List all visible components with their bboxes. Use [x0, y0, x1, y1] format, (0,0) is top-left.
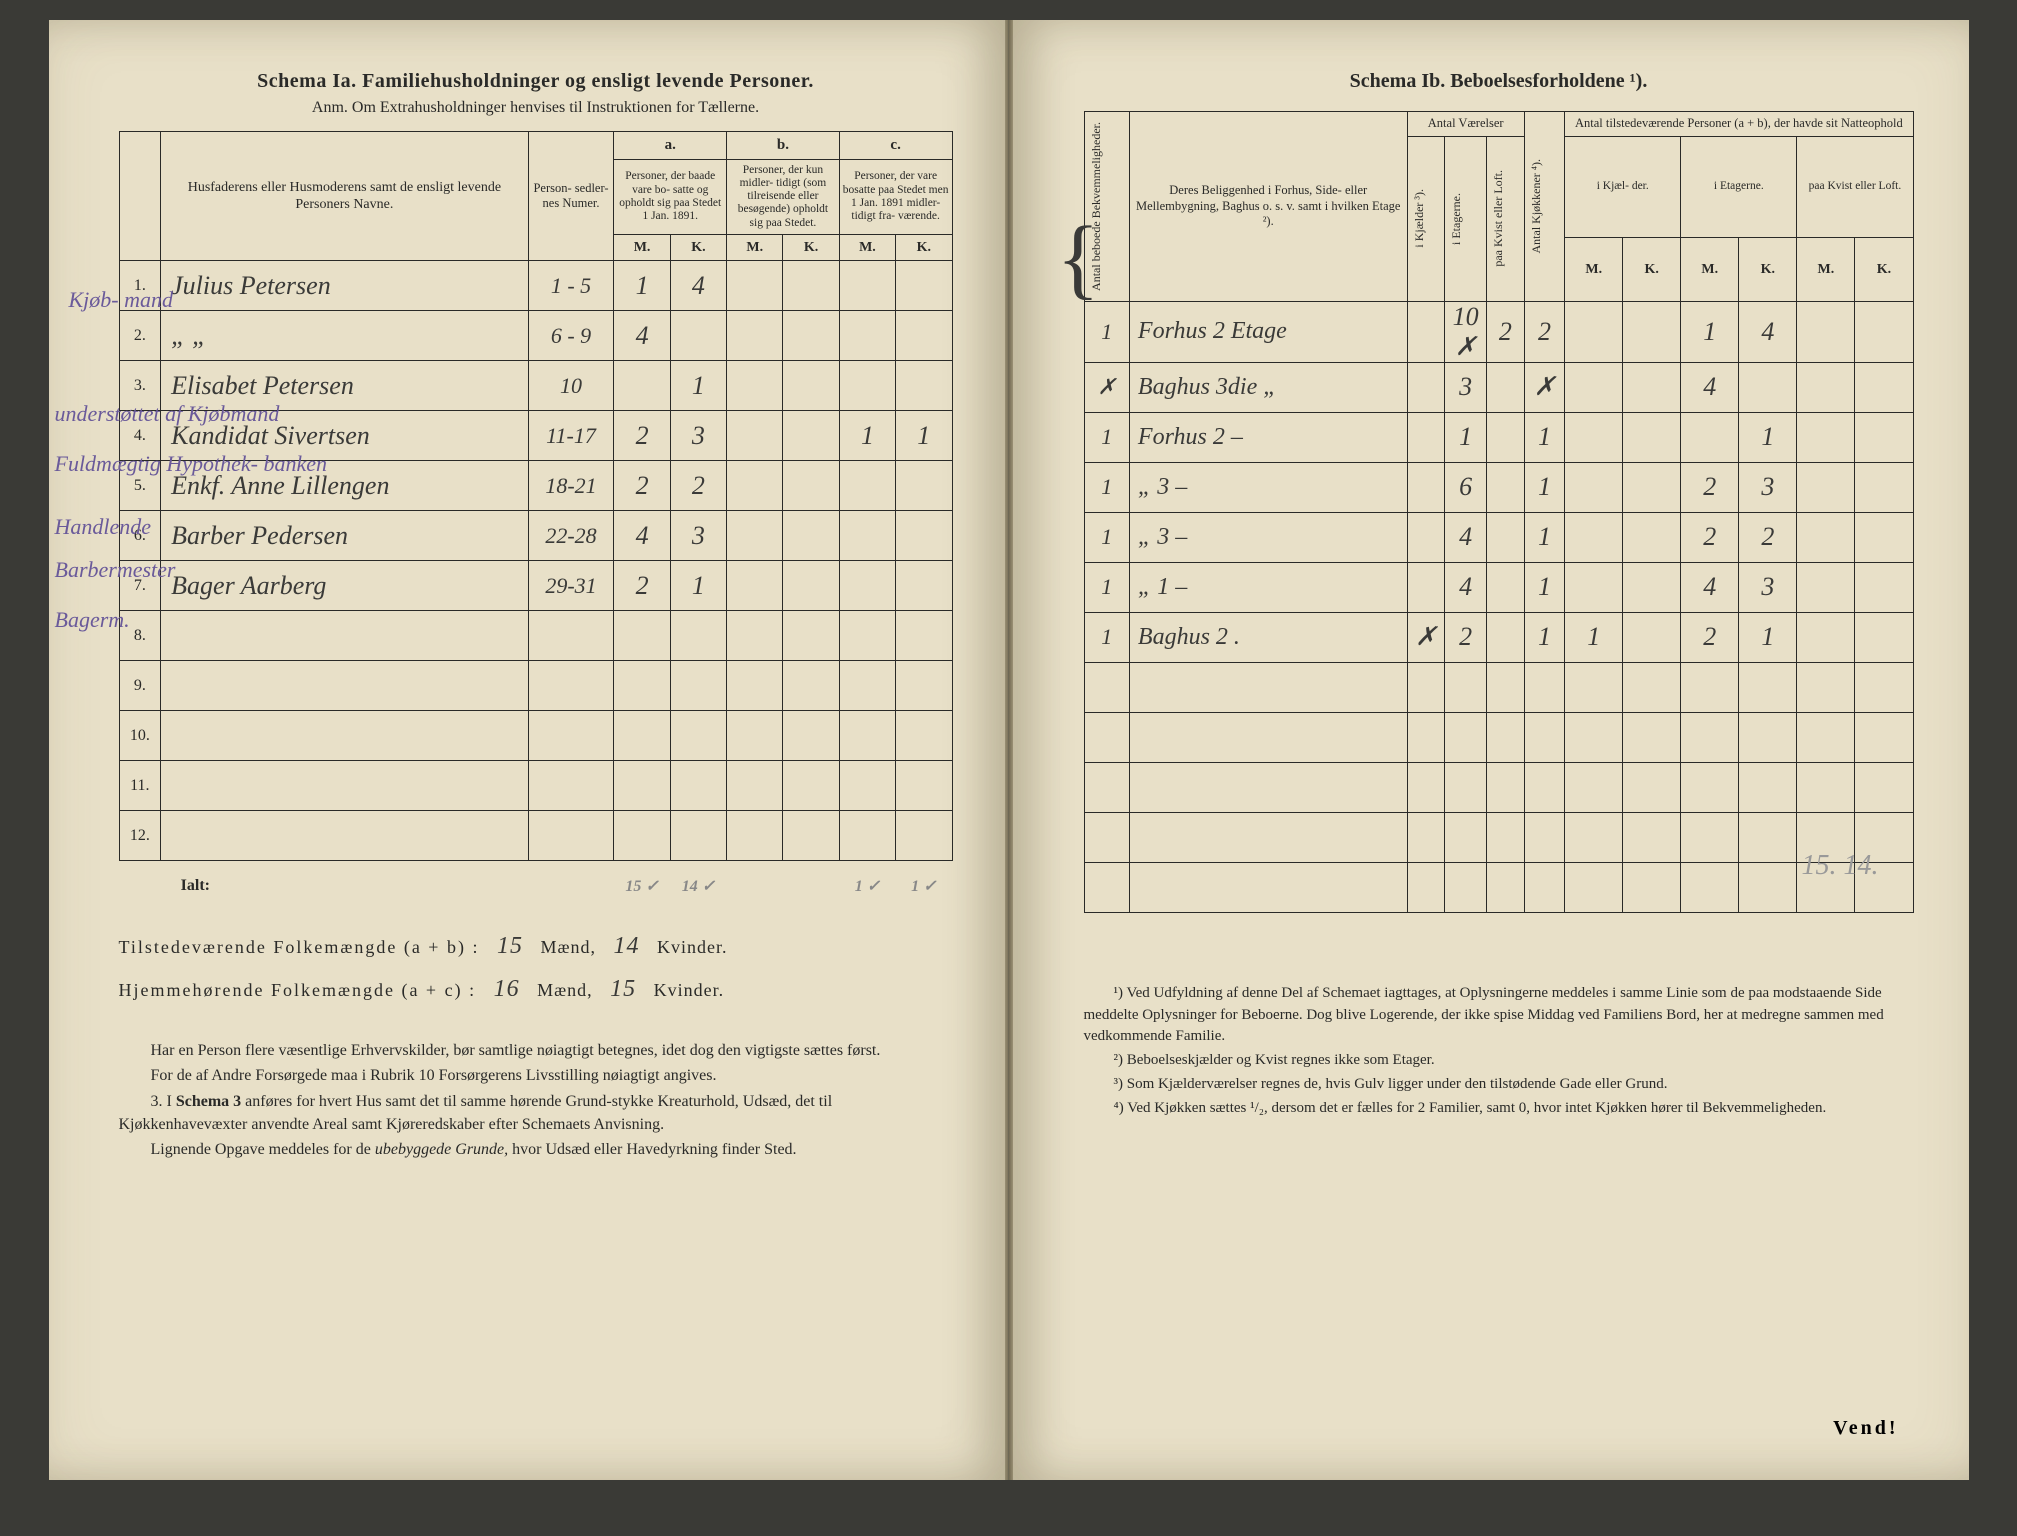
- table-row: ✗Baghus 3die „3✗4: [1084, 362, 1913, 412]
- col-belig: Deres Beliggenhed i Forhus, Side- eller …: [1129, 112, 1407, 302]
- resident-women: 15: [598, 968, 648, 1011]
- margin-note: understøttet af Kjøbmand: [55, 402, 280, 425]
- table-row: 7.Bager Aarberg29-3121: [119, 561, 952, 611]
- col-pv: paa Kvist eller Loft.: [1797, 136, 1913, 237]
- pencil-sum-ak: 14 ✓: [670, 861, 726, 911]
- schema-1a-title: Schema Ia. Familiehusholdninger og ensli…: [257, 70, 814, 92]
- table-row: [1084, 712, 1913, 762]
- col-pe: i Etagerne.: [1681, 136, 1797, 237]
- schema-1b-table: Antal beboede Bekvemmeligheder. Deres Be…: [1084, 111, 1914, 913]
- colgroup-pers: Antal tilstedeværende Personer (a + b), …: [1565, 112, 1913, 137]
- col-kvist: paa Kvist eller Loft.: [1490, 164, 1507, 273]
- schema-1a-subtitle: Anm. Om Extrahusholdninger henvises til …: [119, 99, 953, 117]
- margin-note: Handlende: [55, 515, 152, 538]
- col-a-desc: Personer, der baade vare bo- satte og op…: [614, 159, 727, 234]
- table-row: 6.Barber Pedersen22-2843: [119, 511, 952, 561]
- vend-label: Vend!: [1833, 1417, 1898, 1440]
- table-row: 12.: [119, 811, 952, 861]
- table-row: 1Forhus 2 Etage10 ✗2214: [1084, 301, 1913, 362]
- pencil-sum-ck: 1 ✓: [896, 861, 952, 911]
- col-pk: i Kjæl- der.: [1565, 136, 1681, 237]
- schema-1b-title: Schema Ib. Beboelsesforholdene ¹).: [1084, 70, 1914, 93]
- table-row: [1084, 762, 1913, 812]
- col-kjeld: i Kjælder ³).: [1411, 183, 1428, 254]
- margin-note: Barbermester: [55, 558, 176, 581]
- table-row: 1Forhus 2 –111: [1084, 412, 1913, 462]
- right-page: Schema Ib. Beboelsesforholdene ¹). Antal…: [1009, 20, 1969, 1480]
- instructions-left: Har en Person flere væsentlige Erhvervsk…: [119, 1039, 953, 1161]
- table-row: 1„ 3 –6123: [1084, 462, 1913, 512]
- margin-note: Bagerm.: [55, 608, 130, 631]
- table-row: 11.: [119, 761, 952, 811]
- table-row: 10.: [119, 711, 952, 761]
- colgroup-vaer: Antal Værelser: [1407, 112, 1524, 137]
- table-row: [1084, 812, 1913, 862]
- ialt-label: Ialt:: [161, 861, 529, 911]
- margin-note: Kjøb- mand: [69, 288, 174, 311]
- table-row: 1„ 1 –4143: [1084, 562, 1913, 612]
- colgroup-a: a.: [614, 132, 727, 160]
- footnotes: ¹) Ved Udfyldning af denne Del af Schema…: [1084, 983, 1914, 1120]
- schema-1a-rows: 1.Julius Petersen1 - 5142.„ „6 - 943.Eli…: [119, 261, 952, 861]
- pencil-sum-am: 15 ✓: [614, 861, 670, 911]
- present-women: 14: [601, 925, 651, 968]
- schema-1b-rows: 1Forhus 2 Etage10 ✗2214✗Baghus 3die „3✗4…: [1084, 301, 1913, 912]
- present-men: 15: [485, 925, 535, 968]
- table-row: 1.Julius Petersen1 - 514: [119, 261, 952, 311]
- brace-icon: {: [1057, 232, 1100, 286]
- table-row: 1„ 3 –4122: [1084, 512, 1913, 562]
- col-numer: Person- sedler- nes Numer.: [528, 132, 614, 261]
- table-row: 1Baghus 2 .✗21121: [1084, 612, 1913, 662]
- colgroup-c: c.: [839, 132, 952, 160]
- table-row: [1084, 862, 1913, 912]
- col-kjok: Antal Kjøkkener ⁴).: [1528, 153, 1545, 260]
- pencil-total-right: 15. 14.: [1802, 850, 1879, 882]
- col-b-desc: Personer, der kun midler- tidigt (som ti…: [727, 159, 840, 234]
- census-book-spread: Schema Ia. Familiehusholdninger og ensli…: [49, 20, 1969, 1480]
- book-spine: [1005, 20, 1013, 1480]
- colgroup-b: b.: [727, 132, 840, 160]
- table-row: 2.„ „6 - 94: [119, 311, 952, 361]
- table-row: 8.: [119, 611, 952, 661]
- pencil-sum-cm: 1 ✓: [839, 861, 895, 911]
- schema-1a-table: Husfaderens eller Husmoderens samt de en…: [119, 131, 953, 911]
- col-etag: i Etagerne.: [1448, 187, 1465, 251]
- resident-men: 16: [482, 968, 532, 1011]
- table-row: 9.: [119, 661, 952, 711]
- table-row: [1084, 662, 1913, 712]
- population-totals: Tilstedeværende Folkemængde (a + b) : 15…: [119, 925, 953, 1011]
- left-page: Schema Ia. Familiehusholdninger og ensli…: [49, 20, 1009, 1480]
- margin-note: Fuldmægtig Hypothek- banken: [55, 452, 328, 475]
- col-c-desc: Personer, der vare bosatte paa Stedet me…: [839, 159, 952, 234]
- col-name: Husfaderens eller Husmoderens samt de en…: [161, 132, 529, 261]
